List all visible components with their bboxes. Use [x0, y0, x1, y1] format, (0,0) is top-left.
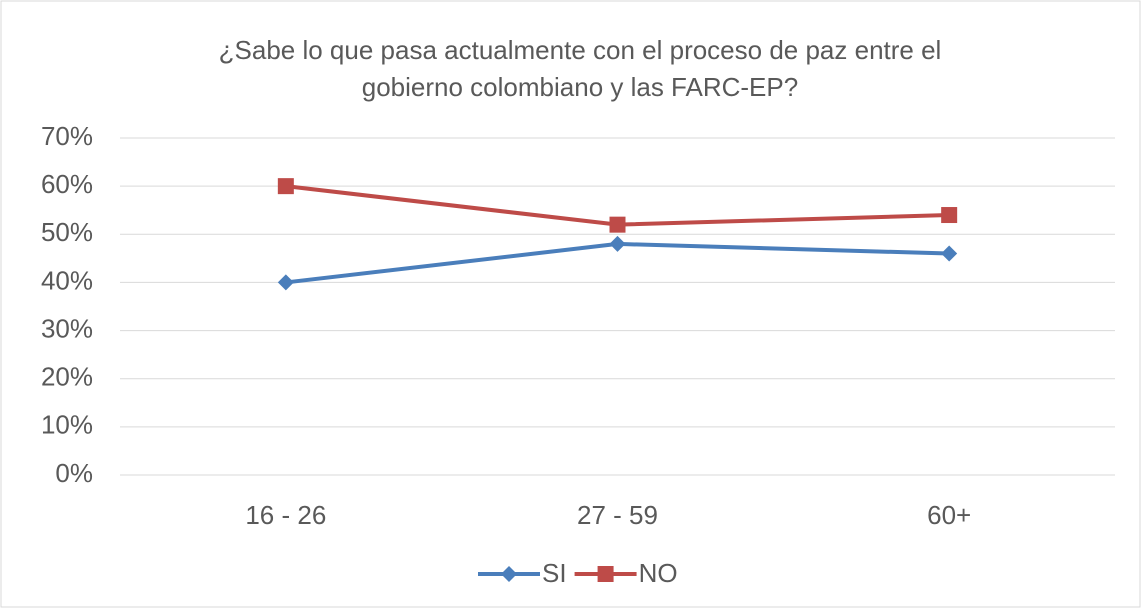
- marker: [609, 216, 626, 233]
- chart-title: gobierno colombiano y las FARC-EP?: [362, 72, 798, 102]
- y-tick-label: 20%: [41, 362, 93, 392]
- marker: [941, 207, 958, 224]
- marker: [277, 274, 294, 291]
- x-tick-label: 16 - 26: [245, 500, 326, 530]
- legend-label: NO: [639, 558, 678, 588]
- y-tick-label: 0%: [55, 458, 93, 488]
- y-tick-label: 60%: [41, 169, 93, 199]
- x-tick-label: 60+: [927, 500, 971, 530]
- marker: [597, 566, 614, 582]
- y-tick-label: 50%: [41, 217, 93, 247]
- y-tick-label: 30%: [41, 313, 93, 343]
- y-tick-label: 10%: [41, 410, 93, 440]
- marker: [941, 245, 958, 262]
- x-tick-label: 27 - 59: [577, 500, 658, 530]
- chart-title: ¿Sabe lo que pasa actualmente con el pro…: [219, 35, 942, 65]
- legend-label: SI: [542, 558, 567, 588]
- marker: [277, 178, 294, 195]
- y-tick-label: 70%: [41, 121, 93, 151]
- marker: [501, 566, 517, 582]
- marker: [609, 235, 626, 252]
- y-tick-label: 40%: [41, 265, 93, 295]
